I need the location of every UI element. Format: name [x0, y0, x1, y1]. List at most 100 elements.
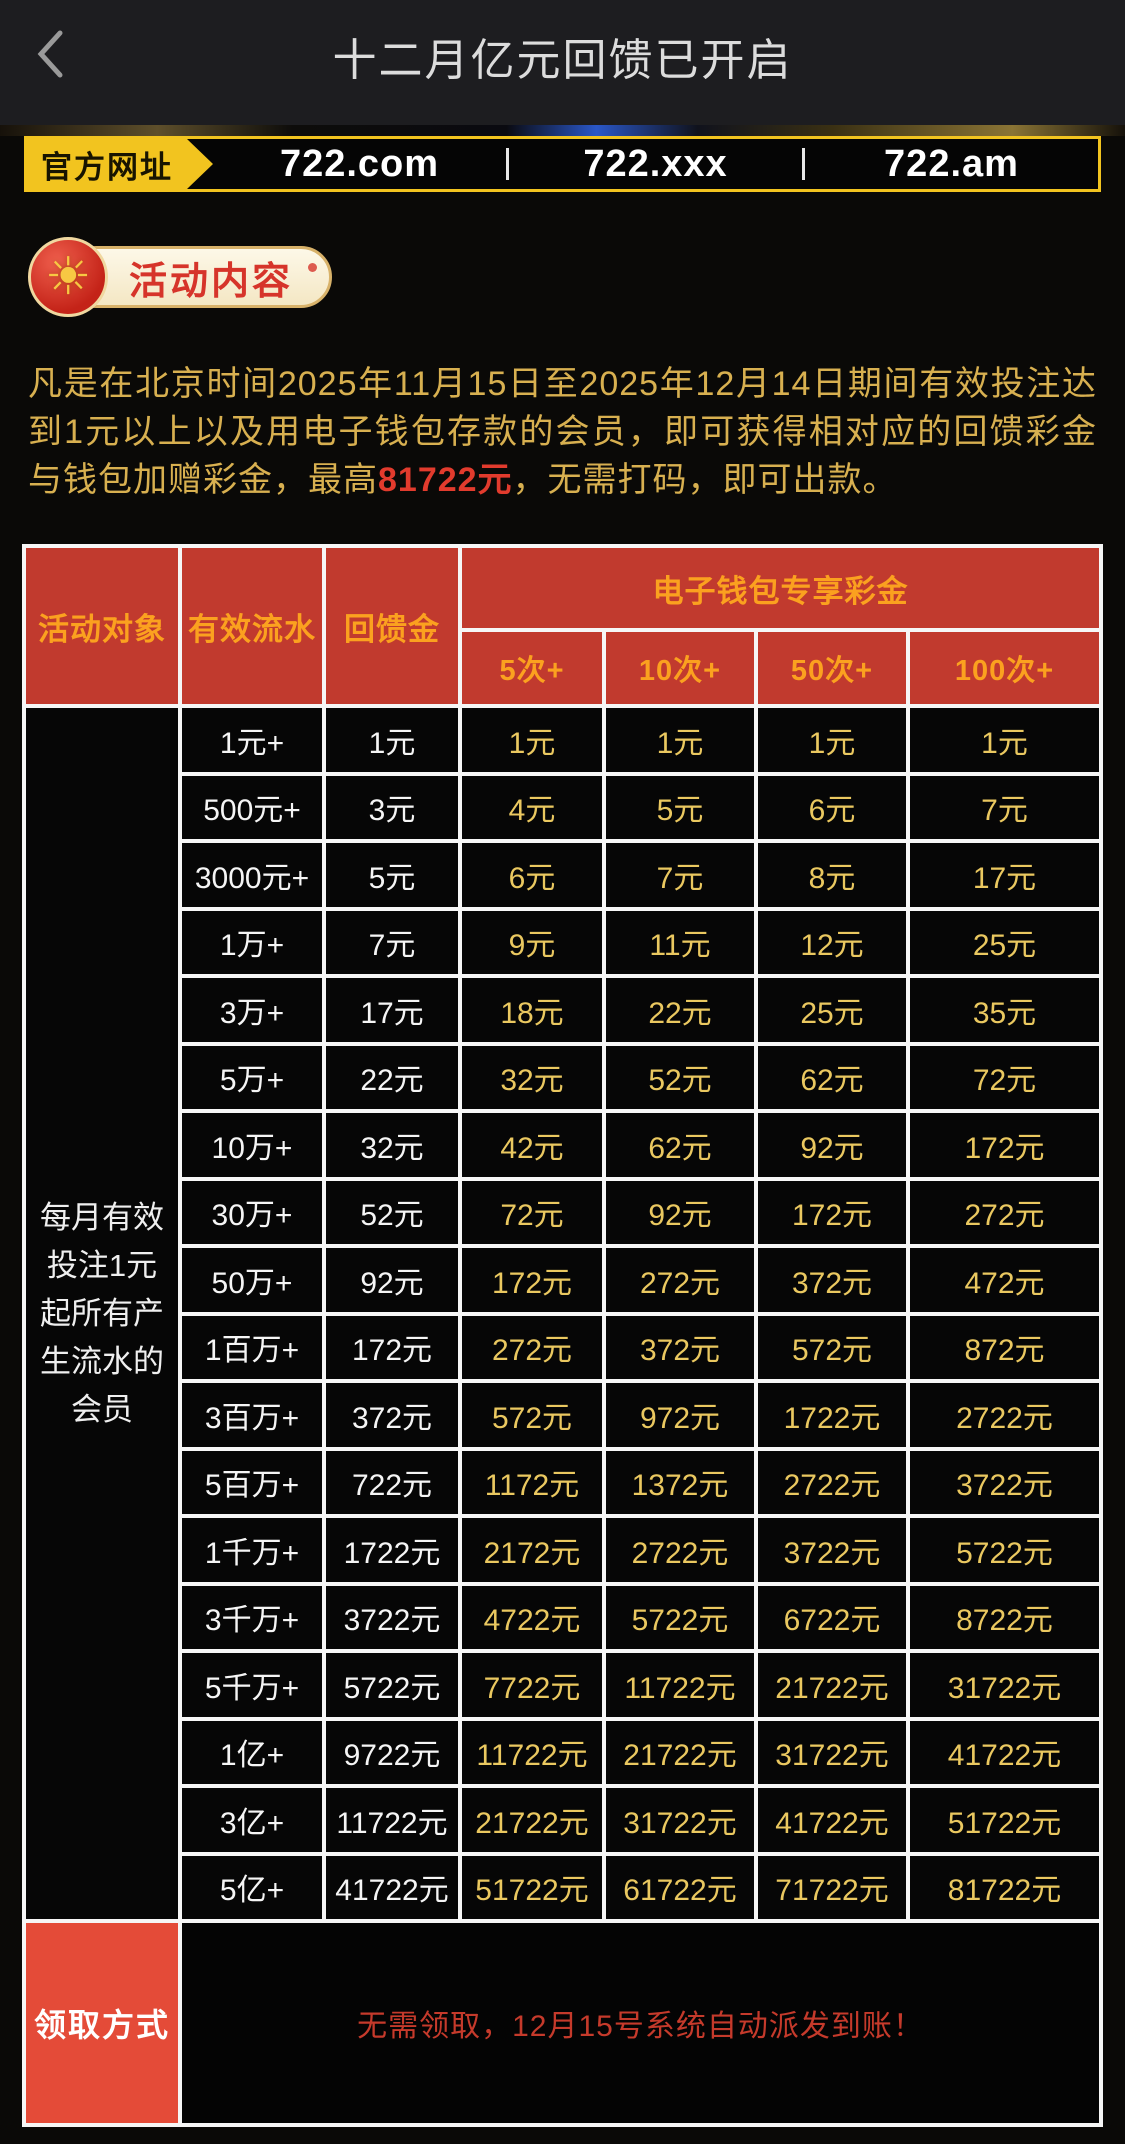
- col-header-tier-50: 50次+: [758, 632, 906, 704]
- table-cell: 172元: [326, 1315, 458, 1379]
- table-cell: 172元: [462, 1248, 602, 1312]
- table-cell: 6元: [758, 775, 906, 839]
- table-cell: 6元: [462, 843, 602, 907]
- table-cell: 11元: [606, 910, 754, 974]
- sun-icon: ☀: [28, 237, 108, 317]
- table-cell: 30万+: [182, 1180, 322, 1244]
- site-url-3[interactable]: 722.am: [884, 142, 1019, 185]
- table-cell: 41722元: [758, 1788, 906, 1852]
- table-cell: 372元: [326, 1383, 458, 1447]
- table-cell: 32元: [326, 1113, 458, 1177]
- table-cell: 62元: [758, 1045, 906, 1109]
- table-cell: 272元: [910, 1180, 1099, 1244]
- table-cell: 7722元: [462, 1653, 602, 1717]
- table-cell: 12元: [758, 910, 906, 974]
- claim-method-label: 领取方式: [26, 1923, 178, 2123]
- table-cell: 92元: [758, 1113, 906, 1177]
- table-cell: 31722元: [606, 1788, 754, 1852]
- col-header-tier-100: 100次+: [910, 632, 1099, 704]
- table-cell: 500元+: [182, 775, 322, 839]
- table-cell: 1元: [758, 708, 906, 772]
- url-divider: [506, 148, 509, 180]
- table-cell: 5千万+: [182, 1653, 322, 1717]
- site-url-1[interactable]: 722.com: [279, 142, 440, 185]
- table-cell: 8元: [758, 843, 906, 907]
- table-cell: 52元: [326, 1180, 458, 1244]
- table-cell: 31722元: [910, 1653, 1099, 1717]
- table-cell: 1万+: [182, 910, 322, 974]
- back-button[interactable]: [26, 24, 74, 84]
- table-cell: 5百万+: [182, 1450, 322, 1514]
- table-cell: 1亿+: [182, 1720, 322, 1784]
- col-header-turnover: 有效流水: [182, 548, 322, 704]
- url-divider: [802, 148, 805, 180]
- table-cell: 51722元: [462, 1855, 602, 1919]
- table-cell: 572元: [462, 1383, 602, 1447]
- table-cell: 50万+: [182, 1248, 322, 1312]
- claim-method-message: 无需领取，12月15号系统自动派发到账！: [182, 1923, 1099, 2123]
- app-header: 十二月亿元回馈已开启: [0, 0, 1125, 125]
- table-cell: 7元: [606, 843, 754, 907]
- table-cell: 81722元: [910, 1855, 1099, 1919]
- table-cell: 1元: [910, 708, 1099, 772]
- table-cell: 272元: [462, 1315, 602, 1379]
- table-cell: 5万+: [182, 1045, 322, 1109]
- site-url-2[interactable]: 722.xxx: [583, 142, 728, 185]
- table-cell: 1百万+: [182, 1315, 322, 1379]
- table-cell: 22元: [326, 1045, 458, 1109]
- table-cell: 1372元: [606, 1450, 754, 1514]
- table-cell: 8722元: [910, 1585, 1099, 1649]
- table-cell: 41722元: [910, 1720, 1099, 1784]
- table-cell: 25元: [910, 910, 1099, 974]
- col-header-rebate: 回馈金: [326, 548, 458, 704]
- table-cell: 5元: [326, 843, 458, 907]
- table-cell: 2722元: [606, 1518, 754, 1582]
- table-cell: 61722元: [606, 1855, 754, 1919]
- badge-label: 活动内容: [129, 260, 294, 303]
- table-cell: 41722元: [326, 1855, 458, 1919]
- table-cell: 9722元: [326, 1720, 458, 1784]
- table-cell: 572元: [758, 1315, 906, 1379]
- bonus-table: 活动对象 有效流水 回馈金 电子钱包专享彩金 5次+ 10次+ 50次+ 100…: [22, 544, 1103, 2127]
- intro-highlight-amount: 81722元: [378, 461, 513, 499]
- table-cell: 1元: [462, 708, 602, 772]
- table-cell: 21722元: [462, 1788, 602, 1852]
- table-cell: 32元: [462, 1045, 602, 1109]
- table-cell: 22元: [606, 978, 754, 1042]
- table-cell: 7元: [910, 775, 1099, 839]
- table-cell: 172元: [758, 1180, 906, 1244]
- table-cell: 11722元: [462, 1720, 602, 1784]
- official-site-banner: 官方网址 722.com 722.xxx 722.am: [24, 136, 1101, 192]
- table-cell: 5722元: [326, 1653, 458, 1717]
- table-cell: 2172元: [462, 1518, 602, 1582]
- table-cell: 92元: [606, 1180, 754, 1244]
- col-header-tier-5: 5次+: [462, 632, 602, 704]
- table-cell: 4722元: [462, 1585, 602, 1649]
- table-cell: 1元: [326, 708, 458, 772]
- table-cell: 372元: [606, 1315, 754, 1379]
- table-cell: 1722元: [326, 1518, 458, 1582]
- intro-paragraph: 凡是在北京时间2025年11月15日至2025年12月14日期间有效投注达到1元…: [28, 360, 1097, 504]
- table-cell: 18元: [462, 978, 602, 1042]
- table-cell: 3百万+: [182, 1383, 322, 1447]
- table-cell: 972元: [606, 1383, 754, 1447]
- table-cell: 3千万+: [182, 1585, 322, 1649]
- table-cell: 31722元: [758, 1720, 906, 1784]
- table-cell: 472元: [910, 1248, 1099, 1312]
- table-cell: 3万+: [182, 978, 322, 1042]
- table-cell: 62元: [606, 1113, 754, 1177]
- table-cell: 1元: [606, 708, 754, 772]
- table-cell: 71722元: [758, 1855, 906, 1919]
- table-cell: 1千万+: [182, 1518, 322, 1582]
- chevron-left-icon: [37, 30, 63, 78]
- table-cell: 272元: [606, 1248, 754, 1312]
- section-badge: ☀ 活动内容: [28, 237, 1125, 317]
- table-cell: 3元: [326, 775, 458, 839]
- table-cell: 25元: [758, 978, 906, 1042]
- table-cell: 5元: [606, 775, 754, 839]
- table-cell: 1172元: [462, 1450, 602, 1514]
- col-header-wallet-group: 电子钱包专享彩金: [462, 548, 1099, 628]
- table-cell: 35元: [910, 978, 1099, 1042]
- table-cell: 3722元: [326, 1585, 458, 1649]
- table-cell: 10万+: [182, 1113, 322, 1177]
